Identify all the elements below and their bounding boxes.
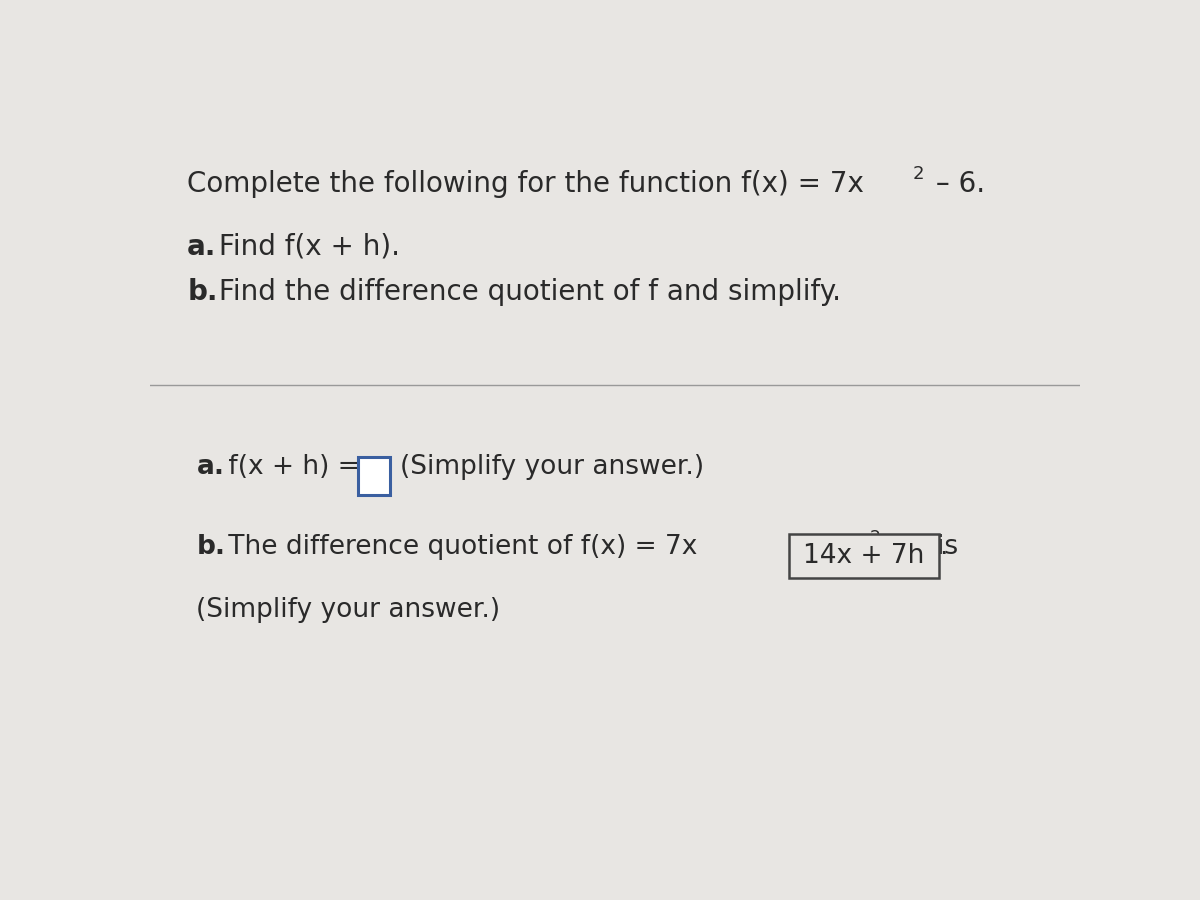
Text: Find f(x + h).: Find f(x + h). (210, 233, 401, 261)
Text: 2: 2 (870, 528, 881, 546)
Text: f(x + h) =: f(x + h) = (220, 454, 368, 481)
Text: (Simplify your answer.): (Simplify your answer.) (400, 454, 704, 481)
Text: a.: a. (197, 454, 224, 481)
Text: – 6.: – 6. (928, 170, 985, 198)
Text: The difference quotient of f(x) = 7x: The difference quotient of f(x) = 7x (220, 535, 697, 560)
Text: (Simplify your answer.): (Simplify your answer.) (197, 597, 500, 623)
Text: a.: a. (187, 233, 216, 261)
Text: 2: 2 (912, 165, 924, 183)
Text: .: . (940, 535, 948, 560)
FancyBboxPatch shape (359, 457, 390, 495)
Text: b.: b. (197, 535, 226, 560)
Text: – 6 is: – 6 is (882, 535, 967, 560)
Text: Complete the following for the function f(x) = 7x: Complete the following for the function … (187, 170, 864, 198)
Text: 14x + 7h: 14x + 7h (803, 543, 924, 569)
Text: Find the difference quotient of f and simplify.: Find the difference quotient of f and si… (210, 278, 841, 306)
Text: b.: b. (187, 278, 217, 306)
FancyBboxPatch shape (788, 534, 938, 578)
